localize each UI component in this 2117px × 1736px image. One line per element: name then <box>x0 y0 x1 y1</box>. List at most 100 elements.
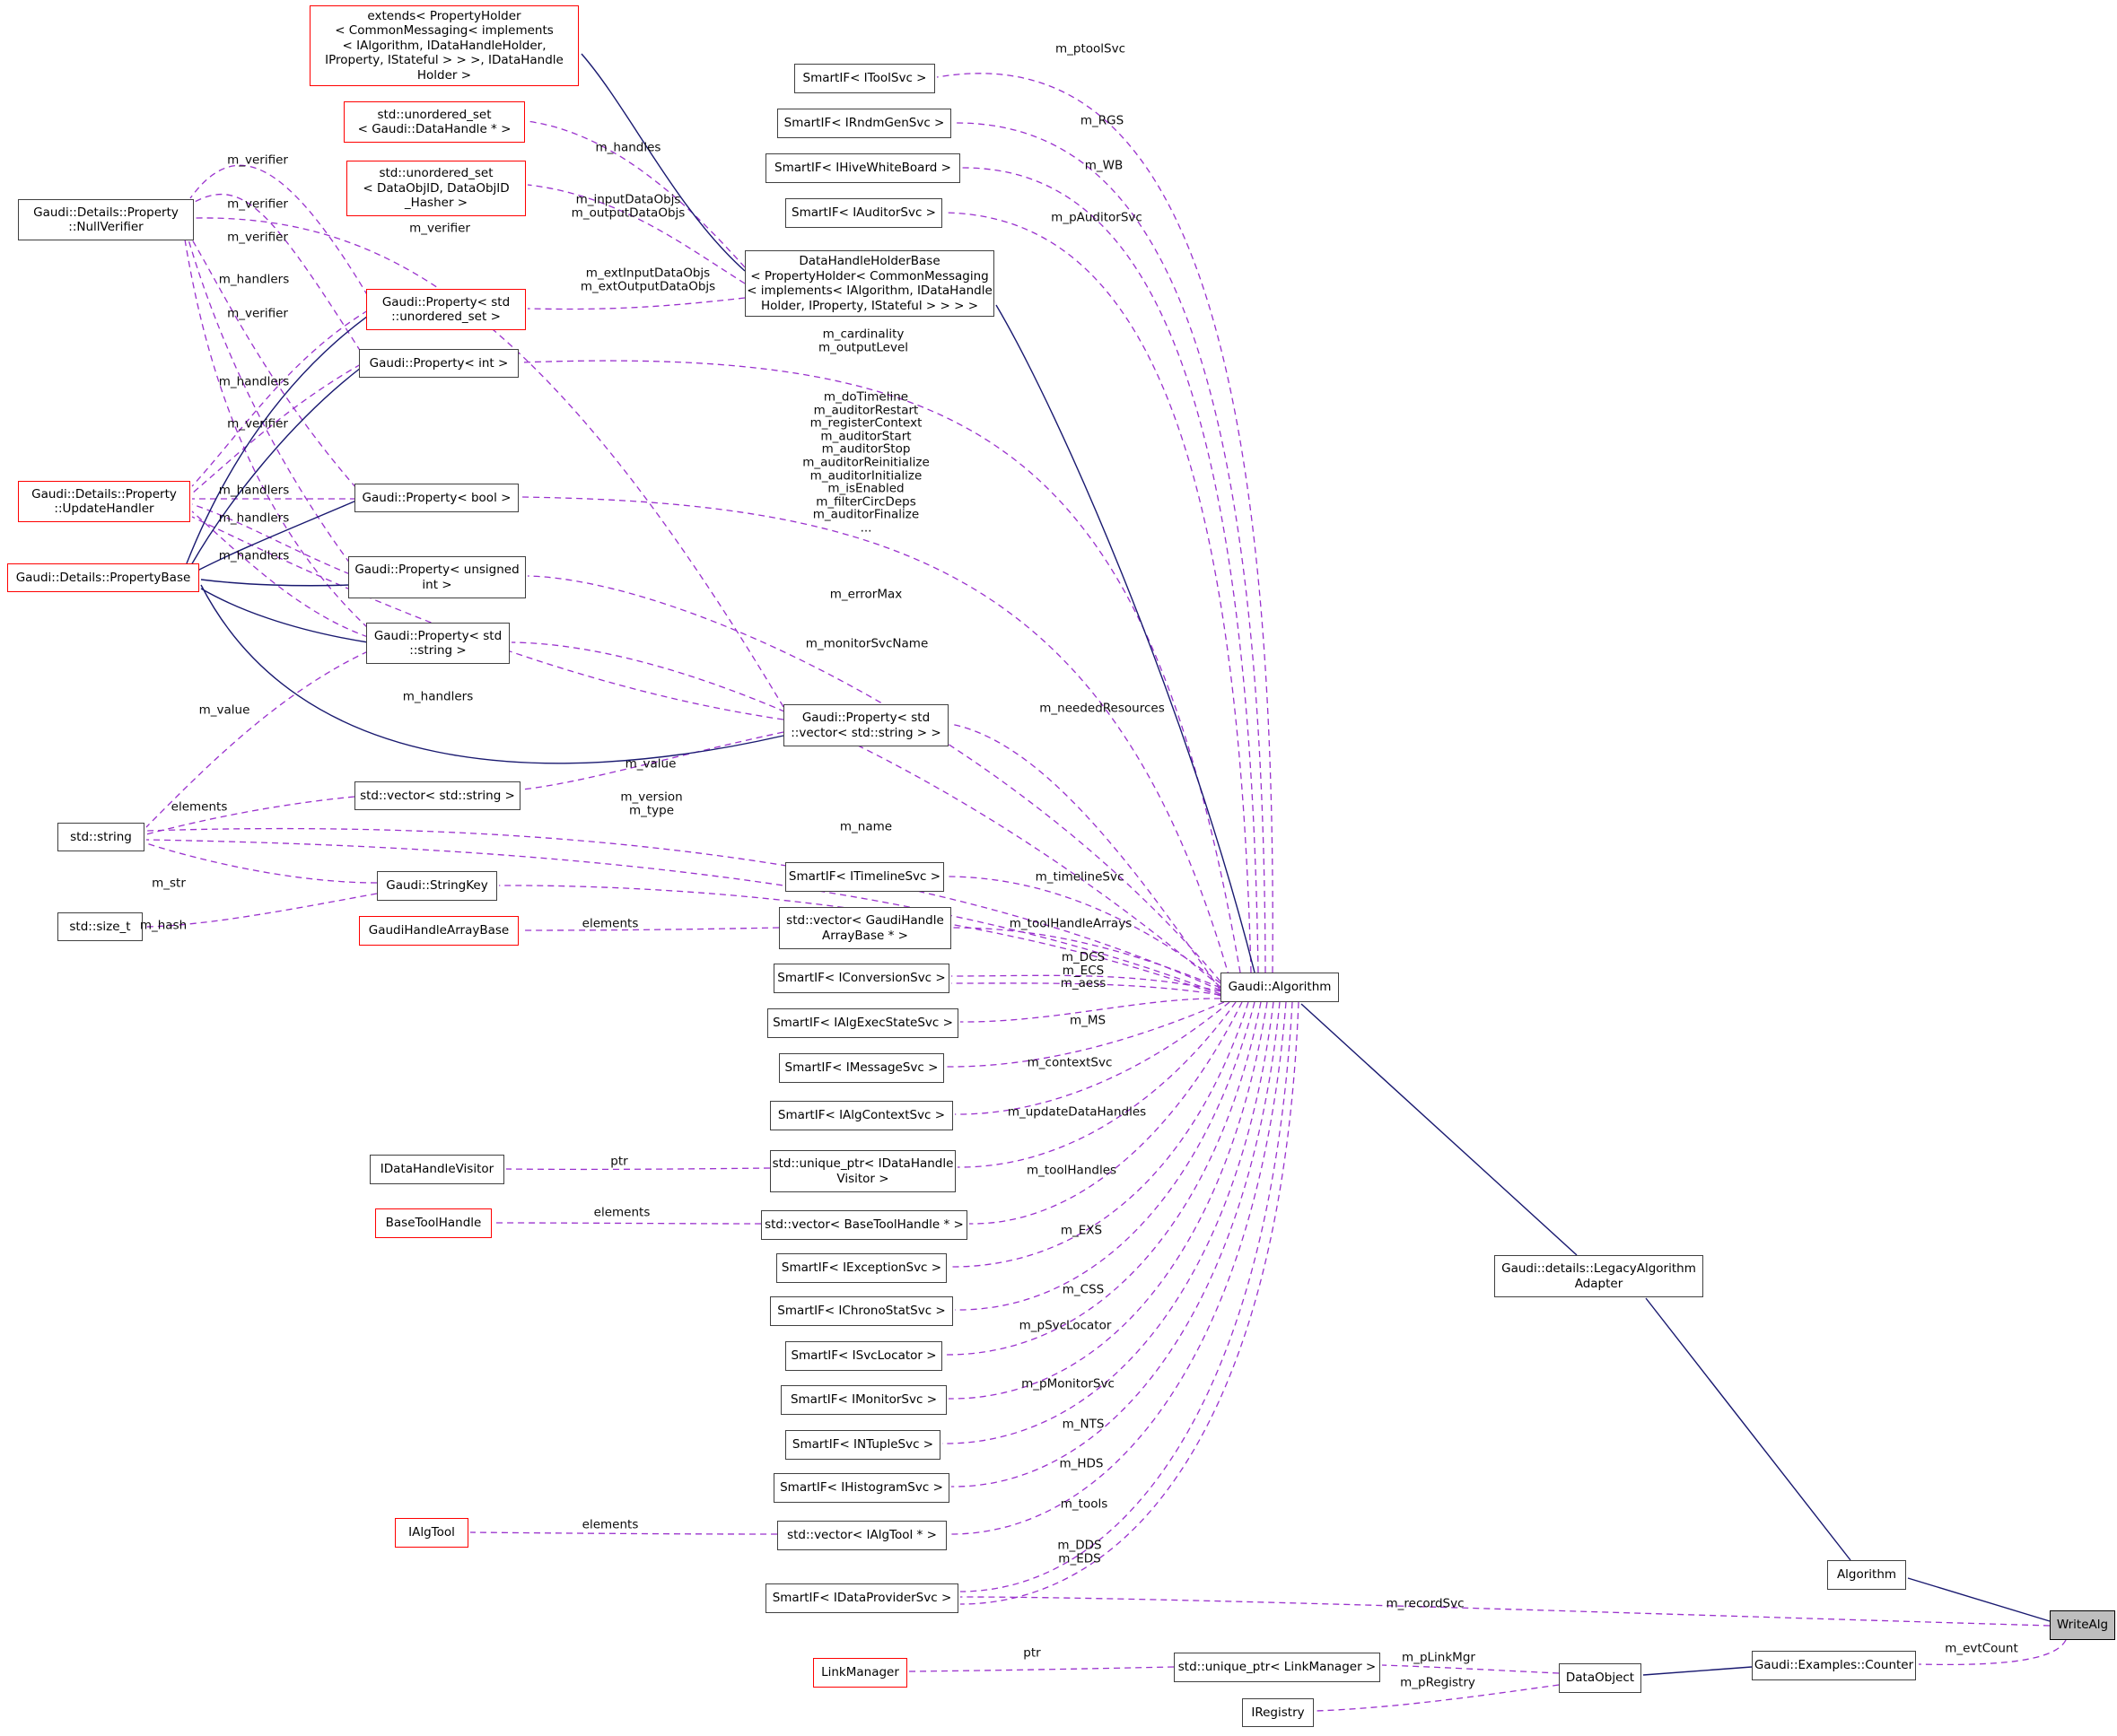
class-node-vector-gaudihandlearraybase[interactable]: std::vector< GaudiHandle ArrayBase * > <box>779 907 951 949</box>
class-node-algorithm[interactable]: Algorithm <box>1827 1560 1906 1590</box>
edge-vector-ialgtool->ialgtool <box>469 1531 778 1535</box>
class-node-smartif-ichronostatsvc[interactable]: SmartIF< IChronoStatSvc > <box>770 1296 953 1326</box>
class-node-examples-counter[interactable]: Gaudi::Examples::Counter <box>1752 1651 1916 1680</box>
edge-label: m_handlers <box>218 548 290 563</box>
edge-label: m_value <box>625 756 677 772</box>
edge-label: m_verifier <box>227 196 288 212</box>
edge-writealg->examples-counter <box>1918 1639 2067 1666</box>
class-node-extends-propertyholder[interactable]: extends< PropertyHolder < CommonMessaging… <box>310 5 579 86</box>
edge-stringkey->std-string <box>145 842 378 884</box>
class-node-basetoolhandle[interactable]: BaseToolHandle <box>375 1208 492 1238</box>
edge-gaudi-algorithm->smartif-iexceptionsvc <box>948 1001 1249 1268</box>
class-node-gaudi-algorithm[interactable]: Gaudi::Algorithm <box>1220 973 1339 1002</box>
edge-gaudi-algorithm->datahandleholderbase <box>995 304 1255 973</box>
class-node-smartif-ihivewhiteboard[interactable]: SmartIF< IHiveWhiteBoard > <box>765 153 960 183</box>
edge-label: ptr <box>610 1154 628 1169</box>
class-node-datahandleholderbase[interactable]: DataHandleHolderBase < PropertyHolder< Co… <box>745 250 994 317</box>
class-node-legacyalgorithmadapter[interactable]: Gaudi::details::LegacyAlgorithm Adapter <box>1494 1255 1703 1297</box>
class-node-label: std::vector< std::string > <box>360 788 515 803</box>
class-node-stringkey[interactable]: Gaudi::StringKey <box>377 871 497 901</box>
class-node-label: SmartIF< IAuditorSvc > <box>792 205 936 221</box>
edge-gaudi-algorithm->std-string-type <box>145 839 1221 995</box>
class-node-ialgtool[interactable]: IAlgTool <box>395 1518 468 1548</box>
class-node-property-bool[interactable]: Gaudi::Property< bool > <box>354 484 519 512</box>
class-node-smartif-isvclocator[interactable]: SmartIF< ISvcLocator > <box>785 1341 942 1371</box>
class-node-label: Gaudi::StringKey <box>386 878 488 894</box>
edge-property-string->std-string <box>145 650 369 828</box>
class-node-gaudihandlearraybase[interactable]: GaudiHandleArrayBase <box>359 916 519 946</box>
class-node-std-size-t[interactable]: std::size_t <box>57 912 143 941</box>
class-node-label: ::string > <box>409 643 467 658</box>
class-node-smartif-intuplesvc[interactable]: SmartIF< INTupleSvc > <box>785 1430 940 1460</box>
class-node-label: std::vector< BaseToolHandle * > <box>765 1217 964 1233</box>
class-node-property-vector-string[interactable]: Gaudi::Property< std::vector< std::strin… <box>783 704 949 746</box>
class-node-unordered-set-dataobjid[interactable]: std::unordered_set < DataObjID, DataObjID… <box>346 161 526 216</box>
class-node-label: BaseToolHandle <box>385 1216 482 1231</box>
class-node-smartif-idataprovidersvc[interactable]: SmartIF< IDataProviderSvc > <box>765 1583 958 1613</box>
class-node-label: std::vector< GaudiHandle <box>786 913 944 928</box>
class-node-property-unordered-set[interactable]: Gaudi::Property< std::unordered_set > <box>366 289 526 330</box>
class-node-smartif-ihistogramsvc[interactable]: SmartIF< IHistogramSvc > <box>774 1473 949 1503</box>
class-node-uniqueptr-idatahandlevisitor[interactable]: std::unique_ptr< IDataHandle Visitor > <box>770 1150 956 1192</box>
class-node-label: IDataHandleVisitor <box>380 1162 494 1177</box>
class-node-label: < DataObjID, DataObjID <box>363 180 510 196</box>
class-node-vector-string[interactable]: std::vector< std::string > <box>354 781 521 810</box>
class-node-label: Gaudi::details::LegacyAlgorithm <box>1501 1261 1696 1276</box>
class-node-label: ::unordered_set > <box>391 310 501 324</box>
class-node-propertybase[interactable]: Gaudi::Details::PropertyBase <box>7 563 199 592</box>
edge-gaudi-algorithm->smartif-ialgcontextsvc <box>954 1001 1230 1115</box>
class-node-nullverifier[interactable]: Gaudi::Details::Property::NullVerifier <box>18 199 194 240</box>
class-node-property-string[interactable]: Gaudi::Property< std::string > <box>366 623 510 664</box>
edge-label: m_evtCount <box>1945 1641 2018 1656</box>
class-node-idatahandlevisitor[interactable]: IDataHandleVisitor <box>370 1155 504 1184</box>
class-node-smartif-iauditorsvc[interactable]: SmartIF< IAuditorSvc > <box>785 198 942 228</box>
class-node-smartif-imonitorsvc[interactable]: SmartIF< IMonitorSvc > <box>781 1385 947 1415</box>
edge-label: elements <box>582 916 639 931</box>
edge-property-unordered-set->propertybase <box>186 315 369 564</box>
class-node-linkmanager[interactable]: LinkManager <box>813 1658 907 1688</box>
edge-label: m_DDS m_EDS <box>1057 1538 1102 1566</box>
class-node-label: WriteAlg <box>2056 1618 2109 1633</box>
class-node-unordered-set-datahandle[interactable]: std::unordered_set < Gaudi::DataHandle * … <box>344 101 525 143</box>
class-node-writealg[interactable]: WriteAlg <box>2050 1610 2115 1640</box>
class-node-smartif-imessagesvc[interactable]: SmartIF< IMessageSvc > <box>779 1053 944 1083</box>
edge-property-int->propertybase <box>190 367 362 566</box>
edge-property-unsigned-int->propertybase <box>200 579 351 587</box>
class-node-smartif-itimelinesvc[interactable]: SmartIF< ITimelineSvc > <box>785 862 944 892</box>
class-node-property-unsigned-int[interactable]: Gaudi::Property< unsigned int > <box>348 556 526 598</box>
edge-label: m_verifier <box>409 221 470 236</box>
class-node-smartif-ialgcontextsvc[interactable]: SmartIF< IAlgContextSvc > <box>770 1101 953 1130</box>
edge-label: m_toolHandleArrays <box>1009 916 1133 931</box>
class-node-label: Gaudi::Property< std <box>381 294 511 310</box>
class-node-property-int[interactable]: Gaudi::Property< int > <box>359 349 519 378</box>
edge-property-string->propertybase <box>200 588 369 643</box>
class-node-uniqueptr-linkmanager[interactable]: std::unique_ptr< LinkManager > <box>1174 1653 1380 1682</box>
class-node-label: ::UpdateHandler <box>54 502 154 516</box>
class-node-label: std::unique_ptr< LinkManager > <box>1177 1660 1377 1675</box>
edge-label: m_version m_type <box>620 789 683 817</box>
edge-gaudi-algorithm->smartif-idataprovidersvc-eds <box>959 1001 1299 1605</box>
class-node-label: std::unique_ptr< IDataHandle <box>772 1156 954 1171</box>
class-node-smartif-irndmgensvc[interactable]: SmartIF< IRndmGenSvc > <box>777 109 951 138</box>
class-node-label: ArrayBase * > <box>822 928 908 943</box>
class-node-smartif-itoolsvc[interactable]: SmartIF< IToolSvc > <box>794 64 935 93</box>
edge-label: m_RGS <box>1080 113 1124 128</box>
class-node-std-string[interactable]: std::string <box>57 823 144 851</box>
class-node-dataobject[interactable]: DataObject <box>1559 1663 1641 1693</box>
class-node-iregistry[interactable]: IRegistry <box>1242 1698 1314 1727</box>
class-node-smartif-iexceptionsvc[interactable]: SmartIF< IExceptionSvc > <box>776 1253 947 1283</box>
edge-label: m_pMonitorSvc <box>1021 1376 1115 1391</box>
class-node-updatehandler[interactable]: Gaudi::Details::Property::UpdateHandler <box>18 481 190 522</box>
class-node-vector-ialgtool[interactable]: std::vector< IAlgTool * > <box>777 1521 947 1550</box>
class-node-smartif-iconversionsvc[interactable]: SmartIF< IConversionSvc > <box>774 964 949 993</box>
class-node-vector-basetoolhandle[interactable]: std::vector< BaseToolHandle * > <box>761 1210 967 1240</box>
edge-writealg->smartif-idataprovidersvc <box>959 1596 2051 1627</box>
class-node-label: std::unordered_set <box>377 107 492 122</box>
edge-label: m_handlers <box>402 689 474 704</box>
class-node-label: SmartIF< IMonitorSvc > <box>790 1392 938 1408</box>
class-node-smartif-ialgexecstatesvc[interactable]: SmartIF< IAlgExecStateSvc > <box>767 1008 958 1038</box>
edge-gaudi-algorithm->property-int <box>520 360 1241 973</box>
class-node-label: Gaudi::Property< std <box>373 628 503 643</box>
edge-property-bool->propertybase <box>197 500 357 571</box>
